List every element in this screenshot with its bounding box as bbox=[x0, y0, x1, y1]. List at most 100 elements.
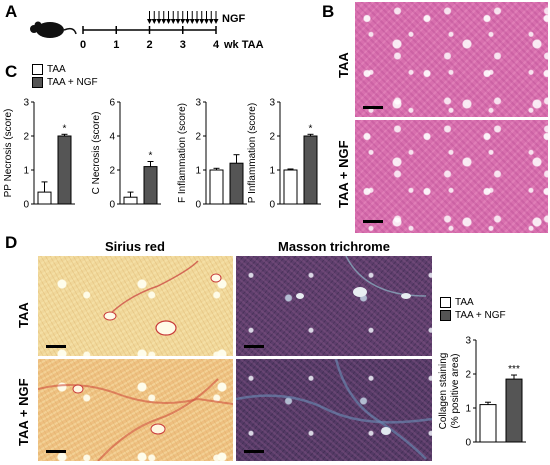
y-tick-label: 2 bbox=[465, 370, 471, 381]
ngf-arrowhead bbox=[204, 19, 209, 24]
bar-taa bbox=[209, 169, 224, 205]
masson-image-ngf bbox=[236, 359, 432, 461]
y-tick-label: 2 bbox=[195, 132, 201, 143]
bar-taa-ngf bbox=[229, 162, 244, 205]
y-axis-label: F Inflammation (score) bbox=[177, 103, 188, 203]
ngf-arrowhead bbox=[156, 19, 162, 24]
y-tick-label: 2 bbox=[23, 132, 29, 143]
y-tick-label: 0 bbox=[109, 200, 115, 211]
significance-marker: * bbox=[309, 123, 313, 134]
ngf-arrowhead bbox=[208, 19, 214, 24]
significance-marker: * bbox=[149, 151, 153, 162]
y-axis-label: C Necrosis (score) bbox=[91, 112, 102, 195]
chart-p-inflammation: P Inflammation (score) 0 1 2 3 * bbox=[247, 98, 321, 211]
bar-taa-ngf bbox=[303, 135, 318, 205]
ngf-arrowhead bbox=[194, 19, 200, 24]
legend-ngf-c: TAA + NGF bbox=[32, 77, 98, 88]
chart-f-inflammation: F Inflammation (score) 0 1 2 3 bbox=[177, 98, 247, 211]
legend-taa-c: TAA bbox=[32, 64, 66, 75]
significance-marker: *** bbox=[508, 364, 520, 375]
timeline-figure: 0 1 2 3 4 NGF wk TAA bbox=[30, 11, 264, 51]
ngf-arrowhead bbox=[170, 19, 176, 24]
significance-marker: * bbox=[63, 123, 67, 134]
row-label-ngf-d: TAA + NGF bbox=[16, 378, 31, 446]
ngf-arrowhead bbox=[166, 19, 171, 24]
bar-taa bbox=[123, 196, 138, 205]
column-label-masson: Masson trichrome bbox=[278, 239, 390, 254]
sirius-image-ngf bbox=[38, 359, 233, 461]
y-tick-label: 6 bbox=[109, 98, 115, 109]
scale-bar bbox=[244, 450, 264, 453]
scale-bar bbox=[244, 345, 264, 348]
timeline-tick-label: 3 bbox=[180, 39, 186, 51]
legend-ngf-d: TAA + NGF bbox=[440, 310, 506, 321]
timeline-tick-label: 2 bbox=[146, 39, 152, 51]
y-axis-label: P Inflammation (score) bbox=[247, 103, 258, 203]
legend-swatch-taa bbox=[32, 64, 43, 75]
y-tick-label: 1 bbox=[195, 166, 201, 177]
panel-letter-c: C bbox=[5, 62, 18, 81]
bar-taa bbox=[283, 169, 298, 205]
chart-pp-necrosis: PP Necrosis (score) 0 1 2 3 * bbox=[3, 98, 75, 211]
timeline-tick-label: 4 bbox=[213, 39, 220, 51]
ngf-arrowhead bbox=[213, 19, 219, 24]
ngf-arrowhead bbox=[151, 19, 157, 24]
timeline-tick-label: 0 bbox=[80, 39, 86, 51]
row-label-taa-b: TAA bbox=[336, 52, 351, 78]
y-tick-label: 0 bbox=[269, 200, 275, 211]
sirius-image-taa bbox=[38, 256, 233, 356]
y-tick-label: 1 bbox=[23, 166, 29, 177]
ngf-arrowhead bbox=[189, 19, 195, 24]
ngf-arrowhead bbox=[199, 19, 205, 24]
bar-taa bbox=[479, 404, 497, 443]
ngf-arrowhead bbox=[161, 19, 167, 24]
legend-swatch-taa bbox=[440, 297, 451, 308]
panel-letter-d: D bbox=[5, 233, 18, 252]
legend-swatch-ngf bbox=[32, 77, 43, 88]
ngf-arrowhead bbox=[185, 19, 190, 24]
scale-bar bbox=[363, 220, 383, 223]
y-tick-label: 2 bbox=[269, 132, 275, 143]
ngf-arrowhead bbox=[175, 19, 181, 24]
y-tick-label: 3 bbox=[465, 336, 471, 347]
y-axis-label: PP Necrosis (score) bbox=[3, 109, 14, 198]
y-tick-label: 3 bbox=[23, 98, 29, 109]
row-label-taa-d: TAA bbox=[16, 302, 31, 328]
y-tick-label: 1 bbox=[269, 166, 275, 177]
he-image-ngf bbox=[355, 120, 548, 233]
bar-taa-ngf bbox=[57, 135, 72, 205]
bar-taa-ngf bbox=[143, 166, 158, 205]
y-tick-label: 3 bbox=[195, 98, 201, 109]
timeline-tick-label: 1 bbox=[113, 39, 119, 51]
ngf-arrowhead bbox=[180, 19, 186, 24]
panel-letter-b: B bbox=[322, 2, 335, 21]
y-tick-label: 4 bbox=[109, 132, 115, 143]
column-label-sirius: Sirius red bbox=[105, 239, 165, 254]
row-label-ngf-b: TAA + NGF bbox=[336, 140, 351, 208]
chart-collagen-staining: Collagen staining (% positive area) 0 1 2 3 **… bbox=[438, 336, 526, 449]
ngf-arrowhead bbox=[147, 19, 152, 24]
y-axis-label: (% positive area) bbox=[450, 353, 461, 428]
mouse-icon bbox=[30, 21, 77, 38]
scale-bar bbox=[363, 106, 383, 109]
y-tick-label: 3 bbox=[269, 98, 275, 109]
timeline-ticks: 0 1 2 3 4 bbox=[80, 26, 220, 51]
scale-bar bbox=[46, 450, 66, 453]
masson-image-taa bbox=[236, 256, 432, 356]
y-tick-label: 0 bbox=[465, 438, 471, 449]
legend-swatch-ngf bbox=[440, 310, 451, 321]
he-image-taa bbox=[355, 2, 548, 117]
scale-bar bbox=[46, 345, 66, 348]
y-axis-label: Collagen staining bbox=[438, 353, 449, 430]
y-tick-label: 2 bbox=[109, 166, 115, 177]
legend-taa-d: TAA bbox=[440, 297, 474, 308]
y-tick-label: 0 bbox=[195, 200, 201, 211]
ngf-label: NGF bbox=[222, 13, 246, 25]
y-tick-label: 1 bbox=[465, 404, 471, 415]
ngf-injection-arrows bbox=[147, 11, 219, 24]
panel-letter-a: A bbox=[5, 2, 18, 21]
bar-taa-ngf bbox=[505, 378, 523, 443]
y-tick-label: 0 bbox=[23, 200, 29, 211]
bar-taa bbox=[37, 191, 52, 205]
chart-c-necrosis: C Necrosis (score) 0 2 4 6 * bbox=[91, 98, 161, 211]
